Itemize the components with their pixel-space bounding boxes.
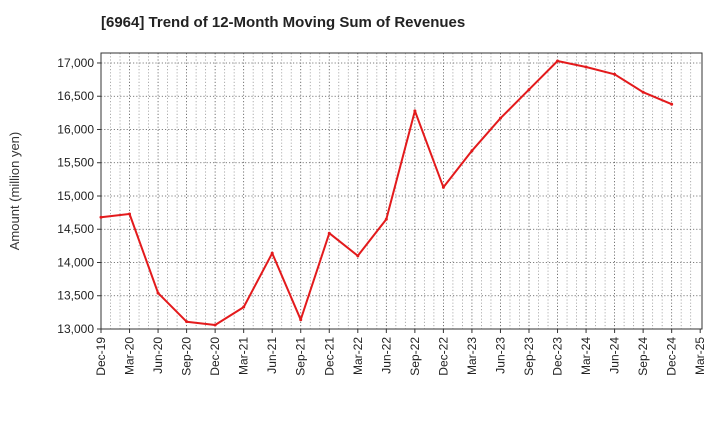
x-tick-label: Mar-24 — [579, 337, 593, 375]
x-tick-label: Jun-24 — [608, 337, 622, 374]
data-point — [213, 323, 217, 327]
x-tick-label: Dec-24 — [665, 337, 679, 376]
x-tick-label: Sep-21 — [294, 337, 308, 376]
x-tick-label: Sep-20 — [180, 337, 194, 376]
x-tick-label: Mar-22 — [351, 337, 365, 375]
x-tick-label: Sep-23 — [522, 337, 536, 376]
data-point — [185, 320, 189, 324]
data-point — [527, 88, 531, 92]
grid-lines — [100, 53, 702, 330]
y-tick-label: 13,000 — [57, 322, 94, 336]
series-layer — [99, 59, 674, 327]
x-tick-labels: Dec-19 Mar-20 Jun-20 Sep-20 Dec-20 Mar-21 Jun-… — [94, 329, 707, 376]
y-tick-label: 14,500 — [57, 222, 94, 236]
x-tick-label: Dec-20 — [208, 337, 222, 376]
x-tick-label: Mar-23 — [465, 337, 479, 375]
y-tick-label: 14,000 — [57, 255, 94, 269]
data-point — [670, 102, 674, 106]
data-point — [99, 215, 103, 219]
data-point — [128, 212, 132, 216]
x-tick-label: Jun-21 — [265, 337, 279, 374]
data-point — [441, 185, 445, 189]
y-tick-label: 16,500 — [57, 89, 94, 103]
data-point — [327, 231, 331, 235]
x-tick-label: Mar-25 — [693, 337, 707, 375]
x-tick-label: Sep-22 — [408, 337, 422, 376]
data-point — [384, 217, 388, 221]
y-tick-label: 17,000 — [57, 56, 94, 70]
data-point — [270, 251, 274, 255]
y-tick-label: 15,000 — [57, 189, 94, 203]
data-point — [242, 305, 246, 309]
data-point — [470, 149, 474, 153]
data-point — [299, 318, 303, 322]
x-tick-label: Dec-21 — [322, 337, 336, 376]
x-tick-label: Sep-24 — [636, 337, 650, 376]
y-tick-label: 13,500 — [57, 289, 94, 303]
y-tick-labels: 13,000 13,500 14,000 14,500 15,000 15,500 16,0… — [57, 56, 101, 336]
x-tick-label: Dec-19 — [94, 337, 108, 376]
x-tick-label: Jun-22 — [379, 337, 393, 374]
data-point — [584, 65, 588, 69]
plot-frame — [100, 52, 703, 330]
y-axis-label: Amount (million yen) — [7, 132, 22, 251]
data-point — [556, 59, 560, 63]
data-point — [498, 116, 502, 120]
x-tick-label: Jun-23 — [493, 337, 507, 374]
y-tick-label: 16,000 — [57, 122, 94, 136]
data-point — [613, 72, 617, 76]
y-tick-label: 15,500 — [57, 156, 94, 170]
data-point — [356, 254, 360, 258]
data-point — [641, 90, 645, 94]
x-tick-label: Mar-21 — [237, 337, 251, 375]
x-tick-label: Mar-20 — [123, 337, 137, 375]
x-tick-label: Dec-22 — [436, 337, 450, 376]
chart-title: [6964] Trend of 12-Month Moving Sum of R… — [101, 14, 466, 31]
data-point — [413, 109, 417, 113]
data-point — [156, 291, 160, 295]
series-line — [100, 60, 673, 326]
x-tick-label: Jun-20 — [151, 337, 165, 374]
x-tick-label: Dec-23 — [551, 337, 565, 376]
